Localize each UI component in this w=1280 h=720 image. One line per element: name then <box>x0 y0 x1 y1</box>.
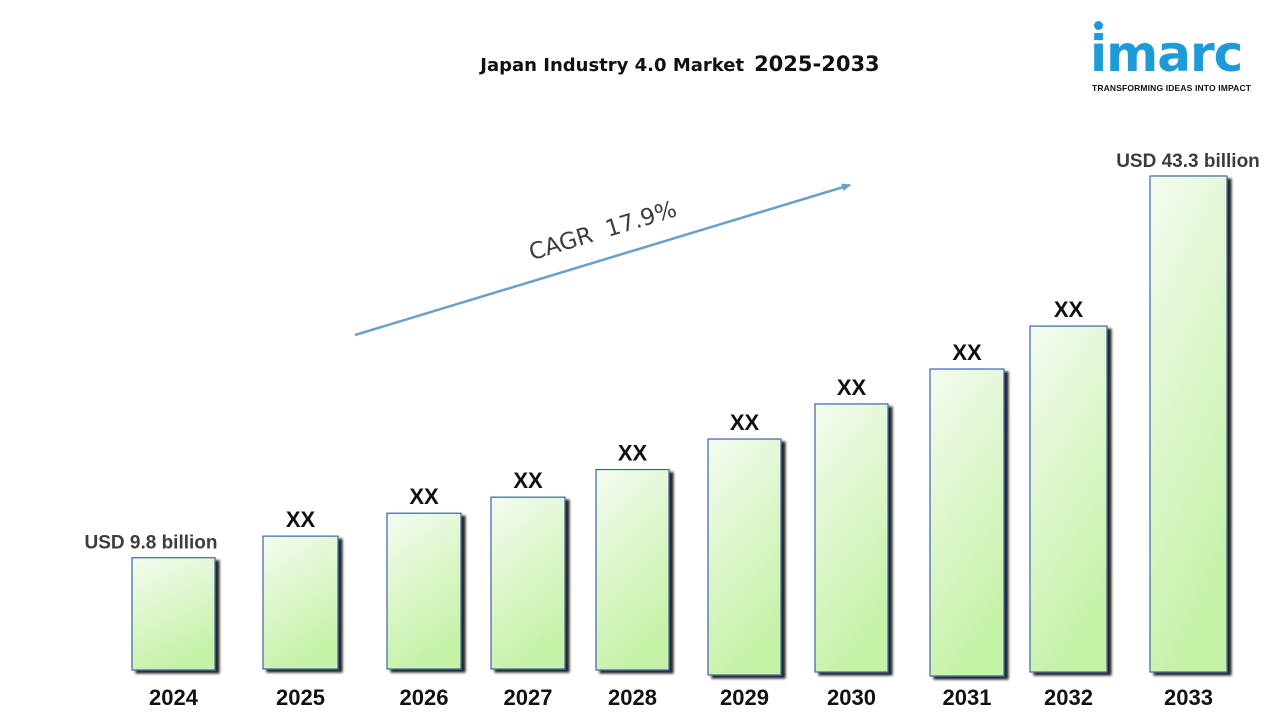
bar-2032 <box>1029 325 1108 673</box>
chart-title-main: Japan Industry 4.0 Market <box>480 55 745 76</box>
x-tick-label-2024: 2024 <box>149 685 199 710</box>
bar-2031 <box>929 368 1005 677</box>
logo-tagline: TRANSFORMING IDEAS INTO IMPACT <box>1092 83 1252 93</box>
value-label-2031: XX <box>952 340 982 365</box>
value-label-2025: XX <box>286 507 316 532</box>
x-tick-label-2030: 2030 <box>827 685 876 710</box>
value-label-2026: XX <box>409 484 439 509</box>
x-tick-label-2026: 2026 <box>400 685 449 710</box>
value-label-2024: USD 9.8 billion <box>84 533 217 554</box>
bar-2024 <box>131 557 216 671</box>
chart-title-range: 2025-2033 <box>754 52 880 76</box>
value-label-2032: XX <box>1054 297 1084 322</box>
value-label-2029: XX <box>730 410 760 435</box>
chart-title: Japan Industry 4.0 Market 2025-2033 <box>0 52 1280 76</box>
value-label-2030: XX <box>837 375 867 400</box>
x-tick-label-2033: 2033 <box>1164 685 1213 710</box>
x-tick-label-2027: 2027 <box>504 685 553 710</box>
cagr-arrow <box>354 183 851 337</box>
bar-2027 <box>490 496 566 670</box>
x-tick-label-2028: 2028 <box>608 685 657 710</box>
value-label-2027: XX <box>513 468 543 493</box>
bar-2029 <box>707 438 782 676</box>
bar-2025 <box>262 535 339 670</box>
value-label-2033: USD 43.3 billion <box>1116 151 1260 172</box>
x-tick-label-2032: 2032 <box>1044 685 1093 710</box>
value-label-2028: XX <box>618 441 648 466</box>
x-tick-label-2031: 2031 <box>943 685 992 710</box>
bar-2028 <box>595 468 670 671</box>
bars-layer: USD 9.8 billion 2024 XX 2025 XX 2026 XX 2027 XX 2… <box>84 151 1259 710</box>
x-tick-label-2029: 2029 <box>720 685 769 710</box>
cagr-label: CAGR 17.9% <box>526 197 680 267</box>
bar-2033 <box>1149 175 1228 673</box>
logo-wordmark: imarc <box>1090 25 1243 83</box>
imarc-logo: imarc TRANSFORMING IDEAS INTO IMPACT <box>1090 18 1262 98</box>
bar-2030 <box>814 403 889 673</box>
x-tick-label-2025: 2025 <box>276 685 325 710</box>
bar-2026 <box>386 512 462 670</box>
logo-dot-icon <box>1094 21 1103 30</box>
